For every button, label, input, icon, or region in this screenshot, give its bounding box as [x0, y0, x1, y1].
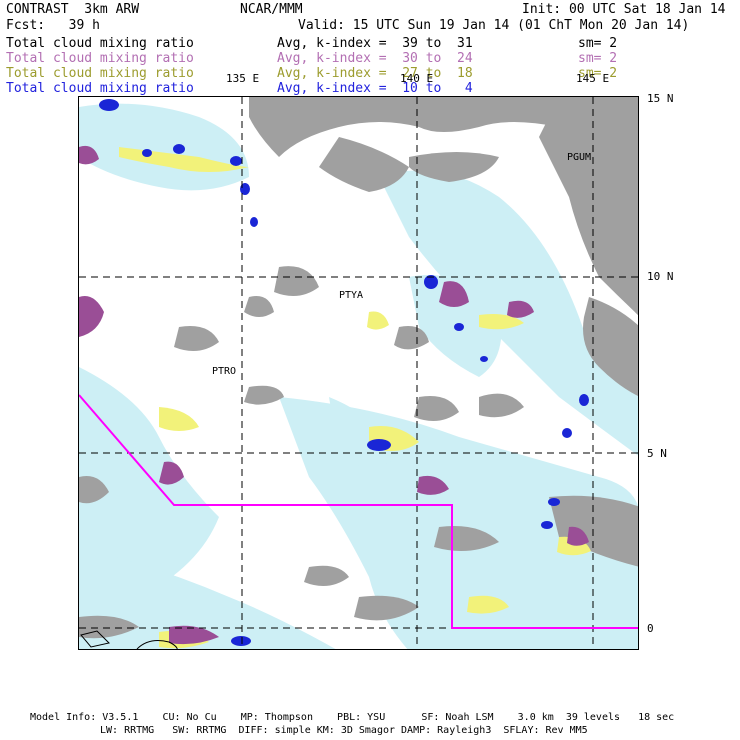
lon-label-145: 145 E — [576, 72, 610, 85]
field-avg-1: Avg, k-index = 39 to 31 — [277, 36, 473, 51]
institution-label: NCAR/MMM — [240, 2, 303, 17]
model-title: CONTRAST 3km ARW — [6, 2, 140, 17]
lon-label-140: 140 E — [400, 72, 434, 85]
field-avg-4: Avg, k-index = 10 to 4 — [277, 81, 473, 96]
model-info-line1: Model Info: V3.5.1 CU: No Cu MP: Thompso… — [30, 712, 675, 723]
station-pgum: PGUM — [567, 152, 592, 163]
station-ptya: PTYA — [339, 290, 364, 301]
boundary-line — [79, 394, 638, 629]
station-ptro: PTRO — [212, 366, 237, 377]
init-time: Init: 00 UTC Sat 18 Jan 14 — [522, 2, 726, 17]
map-canvas — [79, 97, 638, 649]
forecast-hour: Fcst: 39 h — [6, 18, 100, 33]
lat-label-0: 0 — [647, 622, 654, 635]
field-avg-3: Avg, k-index = 27 to 18 — [277, 66, 473, 81]
blue-cloud-cores — [99, 99, 589, 646]
field-name-3: Total cloud mixing ratio — [6, 66, 194, 81]
valid-time: Valid: 15 UTC Sun 19 Jan 14 (01 ChT Mon … — [298, 18, 690, 33]
lat-label-5n: 5 N — [647, 447, 667, 460]
purple-cloud-field — [79, 145, 589, 645]
lat-label-15n: 15 N — [647, 92, 674, 105]
field-sm-1: sm= 2 — [578, 36, 618, 51]
field-name-1: Total cloud mixing ratio — [6, 36, 194, 51]
field-name-4: Total cloud mixing ratio — [6, 81, 194, 96]
field-sm-3: sm= 2 — [578, 66, 618, 81]
lat-label-10n: 10 N — [647, 270, 674, 283]
model-info-line2: LW: RRTMG SW: RRTMG DIFF: simple KM: 3D … — [100, 725, 588, 736]
lon-label-135: 135 E — [226, 72, 260, 85]
cloud-map — [78, 96, 639, 650]
graticule — [79, 97, 638, 649]
coastline — [80, 630, 178, 649]
field-avg-2: Avg, k-index = 30 to 24 — [277, 51, 473, 66]
gray-cloud-field — [79, 97, 638, 639]
field-sm-2: sm= 2 — [578, 51, 618, 66]
field-name-2: Total cloud mixing ratio — [6, 51, 194, 66]
light-cloud-field — [79, 103, 638, 649]
